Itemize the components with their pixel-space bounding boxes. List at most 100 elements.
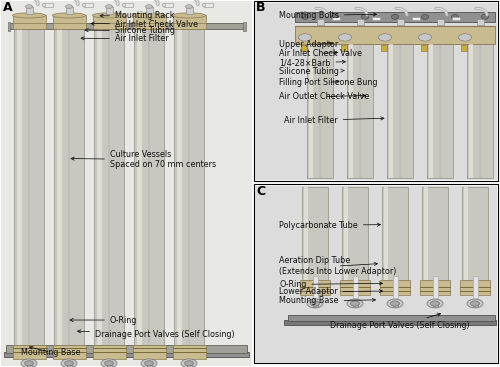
FancyBboxPatch shape bbox=[92, 15, 126, 29]
FancyBboxPatch shape bbox=[196, 29, 204, 345]
FancyBboxPatch shape bbox=[446, 44, 453, 178]
FancyBboxPatch shape bbox=[349, 44, 353, 178]
FancyBboxPatch shape bbox=[322, 187, 328, 280]
Text: Drainage Port Valves (Self Closing): Drainage Port Valves (Self Closing) bbox=[78, 330, 234, 339]
Ellipse shape bbox=[418, 34, 432, 41]
FancyBboxPatch shape bbox=[186, 7, 192, 14]
FancyBboxPatch shape bbox=[254, 184, 498, 363]
FancyBboxPatch shape bbox=[309, 44, 313, 178]
FancyBboxPatch shape bbox=[174, 29, 204, 345]
Text: Air Inlet Check Valve: Air Inlet Check Valve bbox=[91, 20, 198, 29]
FancyBboxPatch shape bbox=[186, 363, 192, 367]
FancyBboxPatch shape bbox=[116, 29, 124, 345]
Ellipse shape bbox=[24, 361, 34, 366]
FancyBboxPatch shape bbox=[442, 187, 448, 280]
FancyBboxPatch shape bbox=[352, 276, 358, 298]
FancyBboxPatch shape bbox=[92, 345, 126, 359]
Ellipse shape bbox=[470, 301, 480, 306]
FancyBboxPatch shape bbox=[432, 276, 438, 298]
FancyBboxPatch shape bbox=[392, 276, 398, 298]
FancyBboxPatch shape bbox=[482, 187, 488, 280]
Ellipse shape bbox=[141, 359, 157, 367]
FancyBboxPatch shape bbox=[288, 315, 495, 321]
FancyBboxPatch shape bbox=[356, 19, 364, 25]
Ellipse shape bbox=[298, 34, 312, 41]
FancyBboxPatch shape bbox=[427, 44, 453, 178]
Ellipse shape bbox=[452, 14, 458, 19]
FancyBboxPatch shape bbox=[344, 187, 348, 280]
Ellipse shape bbox=[390, 301, 400, 306]
FancyBboxPatch shape bbox=[176, 29, 182, 345]
FancyBboxPatch shape bbox=[352, 304, 358, 307]
FancyBboxPatch shape bbox=[429, 44, 433, 178]
FancyBboxPatch shape bbox=[254, 1, 498, 181]
FancyBboxPatch shape bbox=[342, 187, 368, 280]
FancyBboxPatch shape bbox=[4, 352, 249, 357]
FancyBboxPatch shape bbox=[301, 45, 307, 51]
FancyBboxPatch shape bbox=[476, 19, 484, 25]
FancyBboxPatch shape bbox=[461, 45, 467, 51]
Ellipse shape bbox=[106, 5, 112, 8]
FancyBboxPatch shape bbox=[106, 363, 112, 367]
FancyBboxPatch shape bbox=[420, 280, 450, 295]
Text: Air Inlet Check Valve: Air Inlet Check Valve bbox=[279, 49, 362, 58]
FancyBboxPatch shape bbox=[8, 22, 10, 31]
Ellipse shape bbox=[338, 34, 351, 41]
FancyBboxPatch shape bbox=[255, 3, 497, 180]
FancyBboxPatch shape bbox=[136, 29, 141, 345]
Ellipse shape bbox=[307, 299, 323, 308]
FancyBboxPatch shape bbox=[54, 29, 84, 345]
FancyBboxPatch shape bbox=[56, 29, 62, 345]
FancyBboxPatch shape bbox=[14, 29, 44, 345]
Ellipse shape bbox=[162, 3, 166, 7]
Ellipse shape bbox=[122, 3, 126, 7]
FancyBboxPatch shape bbox=[124, 3, 133, 7]
FancyBboxPatch shape bbox=[26, 7, 32, 14]
FancyBboxPatch shape bbox=[472, 276, 478, 298]
Text: O-Ring: O-Ring bbox=[70, 316, 138, 324]
FancyBboxPatch shape bbox=[412, 17, 420, 20]
FancyBboxPatch shape bbox=[380, 280, 410, 295]
Text: C: C bbox=[256, 185, 265, 198]
FancyBboxPatch shape bbox=[326, 44, 333, 178]
Text: Mounting Bolts: Mounting Bolts bbox=[279, 11, 376, 20]
Text: Upper Adaptor: Upper Adaptor bbox=[279, 40, 338, 49]
Ellipse shape bbox=[347, 299, 363, 308]
Text: Aeration Dip Tube
(Extends Into Lower Adaptor): Aeration Dip Tube (Extends Into Lower Ad… bbox=[279, 257, 396, 276]
Text: Silicone Tubing: Silicone Tubing bbox=[85, 26, 175, 35]
FancyBboxPatch shape bbox=[1, 1, 252, 366]
Text: 1/4-28×Barb: 1/4-28×Barb bbox=[279, 58, 345, 67]
FancyBboxPatch shape bbox=[146, 363, 152, 367]
FancyBboxPatch shape bbox=[164, 3, 173, 7]
Text: Air Outlet Check Valve: Air Outlet Check Valve bbox=[279, 92, 369, 101]
Ellipse shape bbox=[172, 13, 206, 18]
Ellipse shape bbox=[82, 3, 86, 7]
FancyBboxPatch shape bbox=[372, 17, 380, 20]
FancyBboxPatch shape bbox=[316, 19, 324, 25]
Ellipse shape bbox=[64, 361, 74, 366]
Ellipse shape bbox=[362, 14, 368, 19]
Ellipse shape bbox=[146, 5, 152, 8]
FancyBboxPatch shape bbox=[6, 345, 246, 353]
FancyBboxPatch shape bbox=[94, 29, 124, 345]
FancyBboxPatch shape bbox=[424, 187, 428, 280]
FancyBboxPatch shape bbox=[304, 187, 308, 280]
FancyBboxPatch shape bbox=[295, 26, 495, 44]
FancyBboxPatch shape bbox=[366, 44, 373, 178]
FancyBboxPatch shape bbox=[12, 345, 46, 359]
FancyBboxPatch shape bbox=[452, 17, 460, 20]
Ellipse shape bbox=[482, 14, 488, 19]
FancyBboxPatch shape bbox=[382, 187, 408, 280]
FancyBboxPatch shape bbox=[295, 12, 495, 22]
Ellipse shape bbox=[186, 5, 192, 8]
FancyBboxPatch shape bbox=[381, 45, 387, 51]
FancyBboxPatch shape bbox=[392, 304, 398, 307]
FancyBboxPatch shape bbox=[396, 19, 404, 25]
Ellipse shape bbox=[458, 34, 471, 41]
FancyBboxPatch shape bbox=[134, 29, 164, 345]
FancyBboxPatch shape bbox=[52, 345, 86, 359]
Text: Mounting Base: Mounting Base bbox=[279, 297, 376, 305]
Ellipse shape bbox=[392, 14, 398, 19]
FancyBboxPatch shape bbox=[402, 187, 408, 280]
FancyBboxPatch shape bbox=[486, 44, 493, 178]
